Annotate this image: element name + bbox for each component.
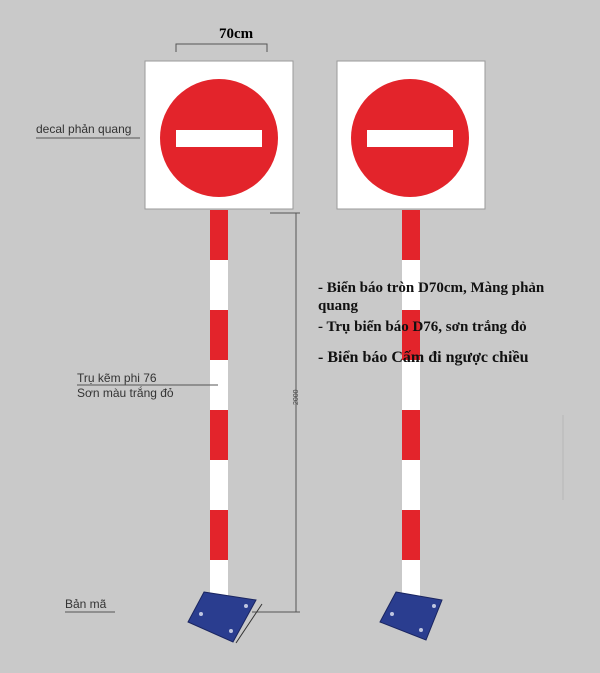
right-sign-assembly (336, 60, 486, 641)
height-dimension-label: 2000 (293, 389, 300, 405)
base-label: Bản mã (65, 597, 107, 611)
leader-lines (36, 137, 218, 613)
width-dimension-label: 70cm (219, 26, 254, 42)
right-no-entry-bar (367, 130, 453, 147)
width-dimension-line (175, 43, 268, 52)
note-line-4: - Biển báo Cấm đi ngược chiều (318, 349, 529, 366)
post-label-line2: Sơn màu trắng đỏ (77, 386, 174, 400)
left-pole (210, 210, 228, 598)
note-line-1: - Biển báo tròn D70cm, Màng phản (318, 280, 545, 296)
note-line-2: quang (318, 298, 359, 314)
decal-label: decal phản quang (36, 122, 132, 136)
note-line-3: - Trụ biển báo D76, sơn trắng đỏ (318, 319, 527, 335)
dimension-lines (175, 43, 300, 644)
right-pole (402, 210, 420, 598)
left-sign-assembly (144, 60, 294, 643)
post-label-line1: Trụ kẽm phi 76 (77, 371, 157, 385)
right-base-plate (379, 591, 443, 641)
left-base-plate (187, 591, 257, 643)
left-no-entry-bar (176, 130, 262, 147)
